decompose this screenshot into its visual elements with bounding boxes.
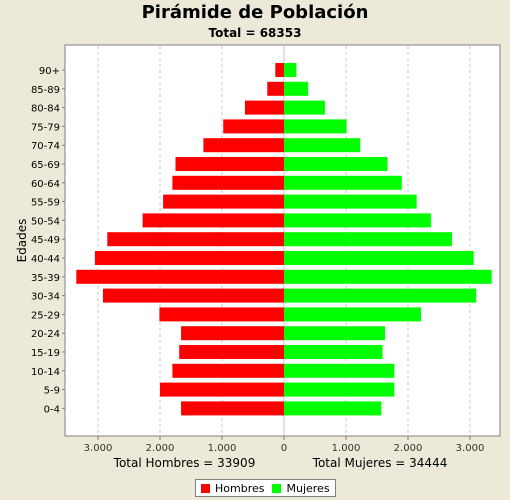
bar-mujeres bbox=[284, 382, 395, 397]
legend-item-mujeres: Mujeres bbox=[272, 481, 330, 495]
bar-mujeres bbox=[284, 194, 417, 209]
y-tick-label: 60-64 bbox=[31, 179, 60, 190]
bars-layer bbox=[76, 63, 492, 416]
bar-hombres bbox=[175, 157, 284, 171]
bar-mujeres bbox=[284, 401, 382, 416]
y-tick-label: 40-44 bbox=[31, 254, 60, 265]
bar-mujeres bbox=[284, 307, 422, 322]
bar-mujeres bbox=[284, 63, 297, 77]
bar-mujeres bbox=[284, 213, 431, 228]
bar-hombres bbox=[142, 213, 284, 228]
bar-hombres bbox=[267, 81, 284, 96]
bar-hombres bbox=[223, 119, 284, 134]
y-tick-label: 85-89 bbox=[31, 85, 60, 96]
x-tick-label: 3.000 bbox=[456, 443, 485, 454]
bar-hombres bbox=[275, 63, 284, 77]
bar-hombres bbox=[107, 232, 284, 247]
bar-hombres bbox=[172, 175, 284, 190]
bar-hombres bbox=[163, 194, 284, 209]
y-tick-label: 30-34 bbox=[31, 292, 60, 303]
chart-subtitle: Total = 68353 bbox=[208, 26, 302, 40]
x-tick-label: 3.000 bbox=[84, 443, 113, 454]
y-tick-label: 0-4 bbox=[44, 404, 60, 415]
bar-hombres bbox=[179, 345, 284, 359]
bar-mujeres bbox=[284, 138, 361, 153]
y-tick-label: 35-39 bbox=[31, 273, 60, 284]
x-tick-label: 1.000 bbox=[332, 443, 361, 454]
legend-swatch-hombres bbox=[201, 483, 210, 493]
bar-mujeres bbox=[284, 81, 309, 96]
bar-mujeres bbox=[284, 345, 383, 359]
bar-mujeres bbox=[284, 288, 477, 303]
y-tick-label: 70-74 bbox=[31, 141, 60, 152]
bar-mujeres bbox=[284, 157, 388, 171]
legend-swatch-mujeres bbox=[272, 483, 282, 493]
bar-mujeres bbox=[284, 232, 453, 247]
bar-hombres bbox=[203, 138, 284, 153]
bar-hombres bbox=[102, 288, 285, 303]
bar-mujeres bbox=[284, 326, 386, 341]
y-tick-label: 45-49 bbox=[31, 235, 60, 246]
y-tick-label: 80-84 bbox=[31, 104, 60, 115]
bar-mujeres bbox=[284, 100, 325, 115]
y-tick-label: 10-14 bbox=[31, 367, 60, 378]
bar-hombres bbox=[172, 363, 284, 378]
y-tick-label: 5-9 bbox=[44, 386, 60, 397]
legend-item-hombres: Hombres bbox=[201, 482, 264, 495]
y-axis-label: Edades bbox=[15, 219, 29, 263]
chart-title: Pirámide de Población bbox=[141, 2, 369, 23]
x-tick-label: 0 bbox=[281, 443, 287, 454]
bar-hombres bbox=[94, 251, 285, 265]
y-tick-label: 65-69 bbox=[31, 160, 60, 171]
bar-mujeres bbox=[284, 269, 492, 284]
y-tick-label: 55-59 bbox=[31, 198, 60, 209]
total-mujeres-label: Total Mujeres = 34444 bbox=[312, 456, 448, 470]
population-pyramid-chart: 3.000 2.000 1.000 0 1.000 2.000 3.000 90+ 85-89 8… bbox=[15, 44, 501, 470]
x-tick-label: 2.000 bbox=[146, 443, 175, 454]
legend-label-mujeres: Mujeres bbox=[286, 481, 330, 495]
y-tick-label: 50-54 bbox=[31, 216, 60, 227]
bar-mujeres bbox=[284, 363, 395, 378]
legend-label-hombres: Hombres bbox=[215, 481, 265, 495]
bar-hombres bbox=[244, 100, 284, 115]
bar-hombres bbox=[160, 382, 284, 397]
y-tick-label: 25-29 bbox=[31, 310, 60, 321]
x-tick-label: 2.000 bbox=[394, 443, 423, 454]
y-tick-label: 90+ bbox=[39, 66, 60, 77]
bar-mujeres bbox=[284, 119, 347, 134]
bar-mujeres bbox=[284, 175, 402, 190]
x-tick-label: 1.000 bbox=[208, 443, 237, 454]
bar-hombres bbox=[76, 269, 284, 284]
y-tick-label: 20-24 bbox=[31, 329, 60, 340]
bar-hombres bbox=[159, 307, 284, 322]
axis-layer: 3.000 2.000 1.000 0 1.000 2.000 3.000 90+ 85-89 8… bbox=[15, 66, 484, 470]
bar-mujeres bbox=[284, 251, 474, 265]
y-tick-label: 15-19 bbox=[31, 348, 60, 359]
total-hombres-label: Total Hombres = 33909 bbox=[113, 456, 256, 470]
bar-hombres bbox=[181, 326, 284, 341]
bar-hombres bbox=[181, 401, 284, 416]
legend: Hombres Mujeres bbox=[195, 479, 336, 497]
y-tick-label: 75-79 bbox=[31, 122, 60, 133]
